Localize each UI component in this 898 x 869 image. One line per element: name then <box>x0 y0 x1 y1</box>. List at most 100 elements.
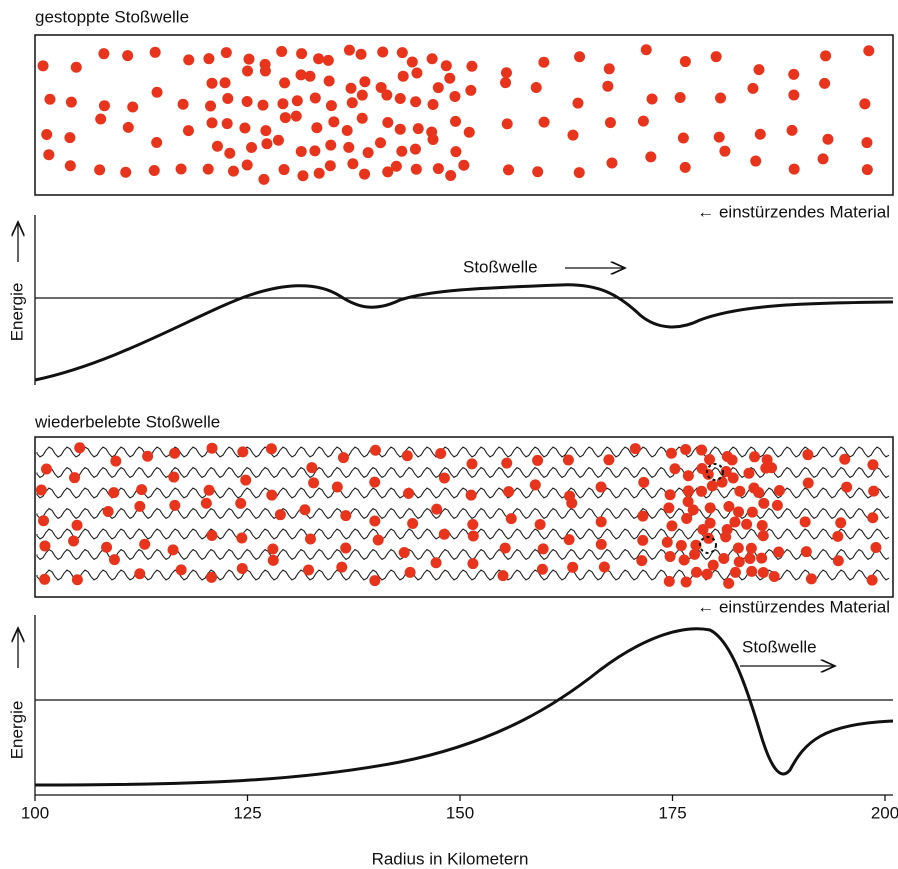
particle <box>750 155 762 167</box>
particle <box>220 47 232 59</box>
particle <box>817 153 829 165</box>
particle <box>167 544 179 556</box>
energy-label: Energie <box>7 701 26 760</box>
wave <box>36 487 890 499</box>
particle <box>108 487 120 499</box>
particle <box>202 163 214 175</box>
particle <box>309 92 321 104</box>
particle <box>374 137 386 149</box>
particle <box>562 454 574 466</box>
particle <box>802 477 814 489</box>
particle <box>718 553 730 565</box>
particle <box>304 533 316 545</box>
particle <box>311 122 323 134</box>
particle <box>687 504 699 516</box>
particle <box>242 65 254 77</box>
particle <box>382 116 394 128</box>
particle <box>729 566 741 578</box>
particle <box>574 51 586 63</box>
particle <box>757 530 769 542</box>
particle <box>258 173 270 185</box>
particle <box>715 92 727 104</box>
particle <box>744 552 756 564</box>
particle <box>669 463 681 475</box>
panel-title: wiederbelebte Stoßwelle <box>34 412 220 431</box>
particle <box>538 56 550 68</box>
particle <box>645 151 657 163</box>
particle <box>501 118 513 130</box>
particle <box>200 497 212 509</box>
particle <box>291 95 303 107</box>
particle <box>277 98 289 110</box>
particle <box>729 516 741 528</box>
particle <box>839 453 851 465</box>
particle <box>538 116 550 128</box>
particle <box>682 485 694 497</box>
particle <box>243 53 255 65</box>
particle <box>505 513 517 525</box>
particle <box>677 132 689 144</box>
particle <box>867 459 879 471</box>
particle <box>690 566 702 578</box>
particle <box>205 100 217 112</box>
particle <box>182 125 194 137</box>
particle <box>682 470 694 482</box>
particle <box>108 554 120 566</box>
particle <box>404 566 416 578</box>
particle <box>237 446 249 458</box>
particle <box>773 546 785 558</box>
particle <box>40 463 52 475</box>
particle <box>37 60 49 72</box>
particle <box>313 167 325 179</box>
particle <box>341 125 353 137</box>
particles <box>35 442 882 589</box>
particle <box>279 112 291 124</box>
particle <box>98 100 110 112</box>
particle <box>465 84 477 96</box>
particle <box>427 133 439 145</box>
particle <box>696 444 708 456</box>
particle <box>534 518 546 530</box>
particle <box>304 70 316 82</box>
particle <box>331 481 343 493</box>
particle <box>427 98 439 110</box>
particle <box>134 500 146 512</box>
particle <box>786 124 798 136</box>
particle <box>595 516 607 528</box>
particle <box>324 160 336 172</box>
particle <box>598 561 610 573</box>
particle <box>754 128 766 140</box>
particle <box>347 158 359 170</box>
particle <box>122 50 134 62</box>
particle <box>70 61 82 73</box>
particle <box>435 448 447 460</box>
particle <box>398 547 410 559</box>
particle <box>266 489 278 501</box>
particle <box>602 80 614 92</box>
particle <box>169 447 181 459</box>
particle <box>151 86 163 98</box>
particle <box>710 51 722 63</box>
particle <box>431 503 443 515</box>
energy-curve <box>34 627 894 787</box>
particle <box>272 134 284 146</box>
particle <box>39 573 51 585</box>
particle <box>733 506 745 518</box>
particle <box>296 48 308 60</box>
particle <box>241 95 253 107</box>
particle <box>566 497 578 509</box>
particle <box>221 118 233 130</box>
particle <box>766 462 778 474</box>
particle <box>719 145 731 157</box>
particle <box>466 458 478 470</box>
particle <box>637 510 649 522</box>
particle <box>500 67 512 79</box>
particle <box>637 534 649 546</box>
particle <box>835 517 847 529</box>
particle <box>259 65 271 77</box>
particle <box>381 89 393 101</box>
particle <box>664 489 676 501</box>
particle <box>94 164 106 176</box>
particle <box>394 93 406 105</box>
particle <box>101 541 113 553</box>
